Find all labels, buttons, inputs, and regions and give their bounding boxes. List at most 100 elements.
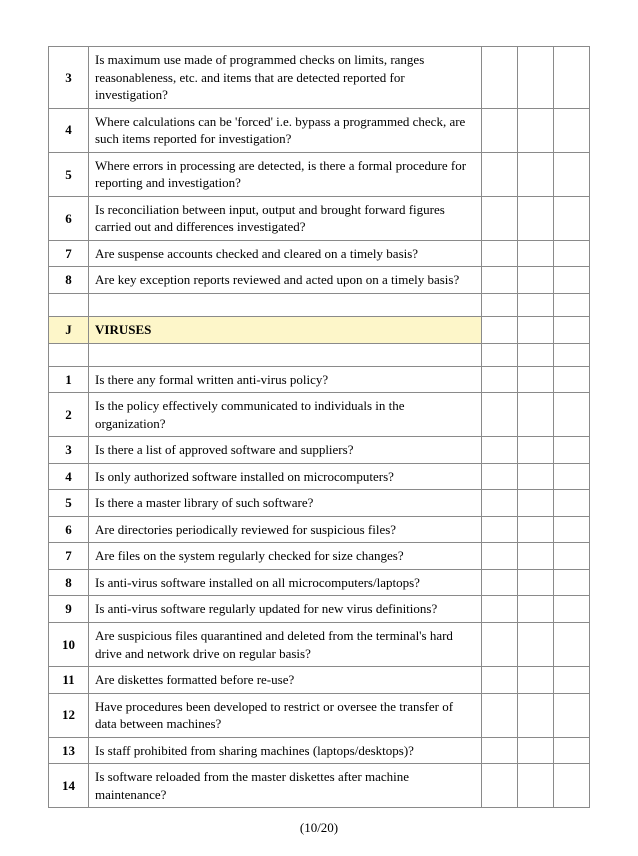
table-row: 13Is staff prohibited from sharing machi…	[49, 737, 590, 764]
question-text: Is only authorized software installed on…	[89, 463, 482, 490]
check-cell	[554, 596, 590, 623]
table-row: JVIRUSES	[49, 317, 590, 344]
check-cell	[482, 196, 518, 240]
check-cell	[518, 737, 554, 764]
row-number: 3	[49, 47, 89, 109]
check-cell	[554, 737, 590, 764]
check-cell	[518, 437, 554, 464]
check-cell	[518, 596, 554, 623]
row-number: 8	[49, 569, 89, 596]
row-number: 1	[49, 366, 89, 393]
check-cell	[518, 569, 554, 596]
check-cell	[518, 693, 554, 737]
question-text: Where errors in processing are detected,…	[89, 152, 482, 196]
question-text: Are suspense accounts checked and cleare…	[89, 240, 482, 267]
table-row: 8Are key exception reports reviewed and …	[49, 267, 590, 294]
check-cell	[482, 47, 518, 109]
question-text: Is there a master library of such softwa…	[89, 490, 482, 517]
table-row: 6Is reconciliation between input, output…	[49, 196, 590, 240]
check-cell	[482, 596, 518, 623]
check-cell	[482, 543, 518, 570]
table-row: 8Is anti-virus software installed on all…	[49, 569, 590, 596]
question-text: Is there a list of approved software and…	[89, 437, 482, 464]
spacer-cell	[49, 294, 89, 317]
check-cell	[518, 267, 554, 294]
question-text: Where calculations can be 'forced' i.e. …	[89, 108, 482, 152]
check-cell	[518, 108, 554, 152]
check-cell	[518, 516, 554, 543]
table-row: 6Are directories periodically reviewed f…	[49, 516, 590, 543]
check-cell	[482, 569, 518, 596]
check-cell	[518, 490, 554, 517]
section-letter: J	[49, 317, 89, 344]
row-number: 2	[49, 393, 89, 437]
check-cell	[482, 764, 518, 808]
check-cell	[482, 366, 518, 393]
check-cell	[518, 623, 554, 667]
spacer-cell	[482, 294, 518, 317]
spacer-cell	[89, 294, 482, 317]
row-number: 10	[49, 623, 89, 667]
row-number: 11	[49, 667, 89, 694]
check-cell	[482, 693, 518, 737]
spacer-cell	[554, 294, 590, 317]
check-cell	[518, 196, 554, 240]
row-number: 8	[49, 267, 89, 294]
check-cell	[518, 764, 554, 808]
table-row: 9Is anti-virus software regularly update…	[49, 596, 590, 623]
question-text: Is software reloaded from the master dis…	[89, 764, 482, 808]
page-number: (10/20)	[48, 820, 590, 836]
check-cell	[518, 317, 554, 344]
spacer-cell	[518, 294, 554, 317]
spacer-cell	[49, 343, 89, 366]
question-text: Are diskettes formatted before re-use?	[89, 667, 482, 694]
check-cell	[482, 240, 518, 267]
check-cell	[554, 693, 590, 737]
row-number: 14	[49, 764, 89, 808]
question-text: Is there any formal written anti-virus p…	[89, 366, 482, 393]
check-cell	[554, 543, 590, 570]
table-row: 14Is software reloaded from the master d…	[49, 764, 590, 808]
table-row: 2Is the policy effectively communicated …	[49, 393, 590, 437]
check-cell	[554, 240, 590, 267]
row-number: 7	[49, 240, 89, 267]
check-cell	[518, 393, 554, 437]
check-cell	[554, 437, 590, 464]
check-cell	[554, 623, 590, 667]
check-cell	[554, 463, 590, 490]
table-row: 12Have procedures been developed to rest…	[49, 693, 590, 737]
table-row: 4Is only authorized software installed o…	[49, 463, 590, 490]
question-text: Are key exception reports reviewed and a…	[89, 267, 482, 294]
question-text: Are suspicious files quarantined and del…	[89, 623, 482, 667]
row-number: 9	[49, 596, 89, 623]
check-cell	[482, 437, 518, 464]
check-cell	[518, 152, 554, 196]
check-cell	[518, 463, 554, 490]
table-row: 4Where calculations can be 'forced' i.e.…	[49, 108, 590, 152]
question-text: Have procedures been developed to restri…	[89, 693, 482, 737]
question-text: Is maximum use made of programmed checks…	[89, 47, 482, 109]
check-cell	[482, 667, 518, 694]
question-text: Are files on the system regularly checke…	[89, 543, 482, 570]
page-container: 3Is maximum use made of programmed check…	[0, 0, 638, 856]
question-text: Is anti-virus software installed on all …	[89, 569, 482, 596]
question-text: Is staff prohibited from sharing machine…	[89, 737, 482, 764]
check-cell	[482, 516, 518, 543]
check-cell	[554, 764, 590, 808]
check-cell	[518, 47, 554, 109]
spacer-cell	[482, 343, 518, 366]
check-cell	[554, 667, 590, 694]
check-cell	[554, 490, 590, 517]
row-number: 5	[49, 490, 89, 517]
spacer-cell	[554, 343, 590, 366]
check-cell	[518, 366, 554, 393]
check-cell	[482, 152, 518, 196]
row-number: 6	[49, 196, 89, 240]
table-row: 5Where errors in processing are detected…	[49, 152, 590, 196]
check-cell	[554, 393, 590, 437]
spacer-cell	[518, 343, 554, 366]
question-text: Is anti-virus software regularly updated…	[89, 596, 482, 623]
table-row: 10Are suspicious files quarantined and d…	[49, 623, 590, 667]
check-cell	[482, 490, 518, 517]
check-cell	[554, 366, 590, 393]
